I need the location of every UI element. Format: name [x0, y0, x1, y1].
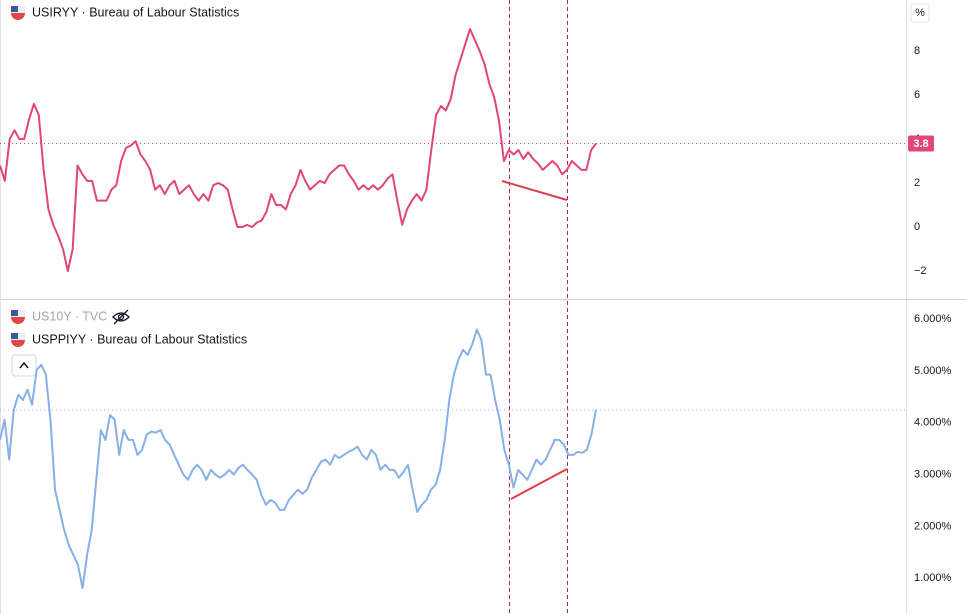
y-tick-label: 1.000% [914, 572, 952, 584]
series-line [0, 28, 597, 273]
y-tick-label: 2.000% [914, 520, 952, 532]
unit-box[interactable] [910, 3, 930, 23]
flag-icon [11, 6, 25, 20]
y-tick-label: 6.000% [914, 313, 952, 325]
price-label-box [908, 135, 934, 152]
y-tick-label: 0 [914, 221, 920, 233]
series-line [0, 328, 597, 590]
legend-entry: USPPIYY · Bureau of Labour Statistics [32, 332, 247, 346]
legend-entry: USIRYY · Bureau of Labour Statistics [32, 5, 239, 19]
flag-icon [11, 333, 25, 347]
y-tick-label: −2 [914, 265, 927, 277]
price-label: 3.8 [913, 138, 928, 150]
y-tick-label: 4.000% [914, 417, 952, 429]
y-tick-label: 5.000% [914, 365, 952, 377]
hidden-eye-icon[interactable] [112, 309, 130, 325]
y-tick-label: 3.000% [914, 469, 952, 481]
trend-line[interactable] [501, 180, 568, 201]
collapse-button[interactable] [11, 354, 37, 377]
y-tick-label: 6 [914, 89, 920, 101]
legend-hidden-series[interactable]: US10Y · TVC [32, 309, 107, 323]
trend-line[interactable] [510, 468, 568, 500]
y-tick-label: 2 [914, 177, 920, 189]
unit-label: % [915, 7, 925, 19]
flag-icon [11, 310, 25, 324]
y-tick-label: 8 [914, 45, 920, 57]
